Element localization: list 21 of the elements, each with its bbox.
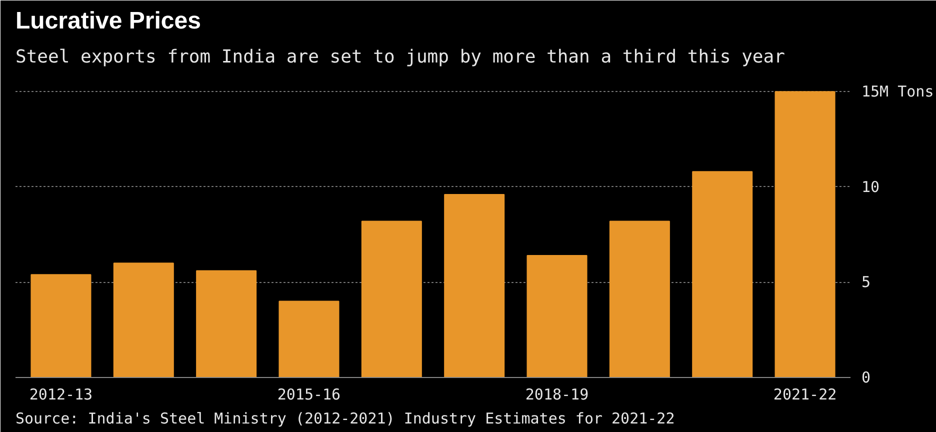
y-tick-label: 5 bbox=[862, 273, 871, 292]
bar bbox=[774, 91, 836, 378]
bar bbox=[278, 300, 340, 378]
source-note: Source: India's Steel Ministry (2012-2021) Industry Estimates for 2021-22 bbox=[16, 410, 675, 428]
y-tick-label: 10 bbox=[862, 178, 880, 196]
bar bbox=[361, 220, 422, 378]
bar bbox=[196, 270, 257, 378]
x-tick-label: 2012-13 bbox=[29, 386, 93, 404]
bar bbox=[30, 274, 92, 378]
x-tick-label: 2015-16 bbox=[277, 386, 341, 404]
y-tick-label: 0 bbox=[862, 368, 871, 386]
bar bbox=[609, 220, 670, 378]
x-tick-label: 2018-19 bbox=[525, 386, 589, 404]
x-tick-label: 2021-22 bbox=[773, 386, 837, 404]
chart-title: Lucrative Prices bbox=[16, 8, 201, 34]
bar bbox=[692, 171, 753, 378]
bar bbox=[444, 194, 505, 378]
chart-subtitle: Steel exports from India are set to jump by more than a third this year bbox=[16, 46, 786, 68]
bar bbox=[113, 262, 174, 378]
bar bbox=[526, 255, 588, 378]
y-tick-label: 15M Tons bbox=[862, 82, 934, 101]
